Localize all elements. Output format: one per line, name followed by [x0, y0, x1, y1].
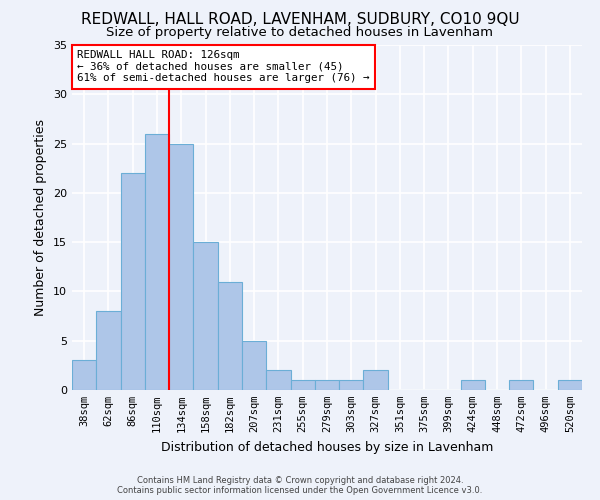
Bar [290, 380, 315, 390]
Bar [72, 360, 96, 390]
Bar [509, 380, 533, 390]
Bar [145, 134, 169, 390]
Bar [218, 282, 242, 390]
Bar [242, 340, 266, 390]
Text: Size of property relative to detached houses in Lavenham: Size of property relative to detached ho… [107, 26, 493, 39]
Bar [339, 380, 364, 390]
Bar [461, 380, 485, 390]
Bar [121, 173, 145, 390]
Y-axis label: Number of detached properties: Number of detached properties [34, 119, 47, 316]
Bar [266, 370, 290, 390]
Bar [169, 144, 193, 390]
Text: REDWALL, HALL ROAD, LAVENHAM, SUDBURY, CO10 9QU: REDWALL, HALL ROAD, LAVENHAM, SUDBURY, C… [80, 12, 520, 28]
X-axis label: Distribution of detached houses by size in Lavenham: Distribution of detached houses by size … [161, 440, 493, 454]
Bar [315, 380, 339, 390]
Bar [364, 370, 388, 390]
Text: REDWALL HALL ROAD: 126sqm
← 36% of detached houses are smaller (45)
61% of semi-: REDWALL HALL ROAD: 126sqm ← 36% of detac… [77, 50, 370, 84]
Bar [193, 242, 218, 390]
Text: Contains HM Land Registry data © Crown copyright and database right 2024.
Contai: Contains HM Land Registry data © Crown c… [118, 476, 482, 495]
Bar [558, 380, 582, 390]
Bar [96, 311, 121, 390]
